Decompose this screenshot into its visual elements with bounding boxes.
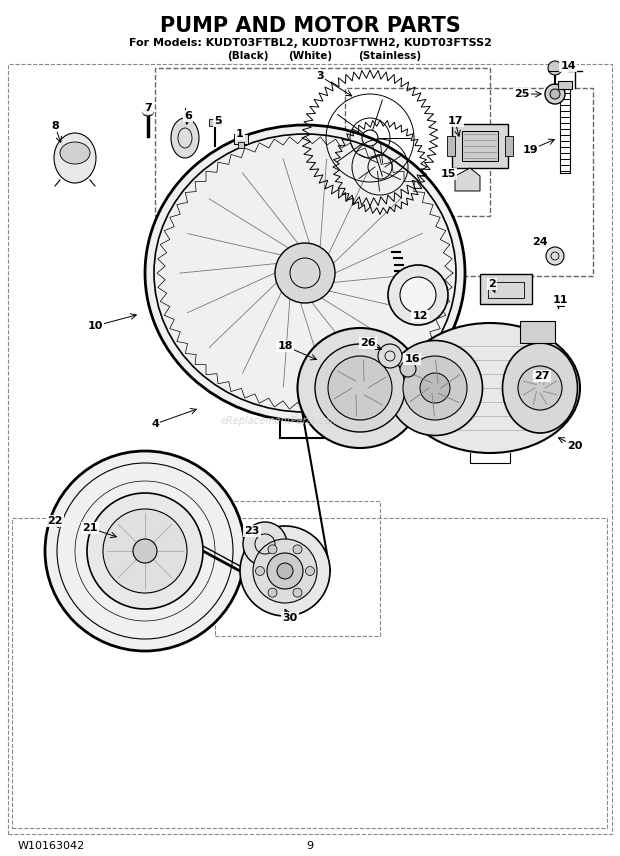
Text: 30: 30 (282, 613, 298, 623)
Text: 4: 4 (151, 419, 159, 429)
Text: 26: 26 (360, 338, 376, 348)
Circle shape (267, 553, 303, 589)
Circle shape (388, 265, 448, 325)
Circle shape (45, 451, 245, 651)
Ellipse shape (502, 343, 577, 433)
Circle shape (306, 567, 314, 575)
Bar (520, 321, 555, 343)
Circle shape (328, 356, 392, 420)
Circle shape (255, 567, 265, 575)
Text: (Black): (Black) (228, 51, 268, 61)
Text: 1: 1 (236, 129, 244, 139)
Bar (558, 81, 572, 89)
Circle shape (293, 588, 302, 597)
Text: 3: 3 (316, 71, 324, 81)
Circle shape (240, 526, 330, 616)
Text: 6: 6 (184, 111, 192, 121)
Ellipse shape (171, 118, 199, 158)
Text: 23: 23 (244, 526, 260, 536)
Bar (462, 131, 498, 161)
Circle shape (420, 373, 450, 403)
Circle shape (293, 545, 302, 554)
Text: 10: 10 (87, 321, 103, 331)
Circle shape (518, 366, 562, 410)
Ellipse shape (298, 328, 422, 448)
Ellipse shape (388, 341, 482, 436)
Circle shape (403, 356, 467, 420)
Circle shape (550, 89, 560, 99)
Circle shape (243, 522, 287, 566)
Text: (White): (White) (288, 51, 332, 61)
Text: 9: 9 (306, 841, 314, 851)
Ellipse shape (60, 142, 90, 164)
Text: 14: 14 (560, 61, 576, 71)
Bar (209, 119, 221, 126)
Circle shape (275, 243, 335, 303)
Text: 7: 7 (144, 103, 152, 113)
Text: PUMP AND MOTOR PARTS: PUMP AND MOTOR PARTS (159, 16, 461, 36)
Bar (238, 142, 244, 148)
Bar (215, 501, 380, 636)
Bar (480, 274, 532, 304)
Text: 18: 18 (277, 341, 293, 351)
Text: 17: 17 (447, 116, 463, 126)
Bar (345, 88, 593, 276)
Text: 15: 15 (440, 169, 456, 179)
Text: 2: 2 (488, 279, 496, 289)
Bar (452, 124, 508, 168)
Circle shape (268, 588, 277, 597)
Ellipse shape (143, 110, 153, 116)
Text: 21: 21 (82, 523, 98, 533)
Circle shape (253, 539, 317, 603)
Circle shape (400, 277, 436, 313)
Text: For Models: KUDT03FTBL2, KUDT03FTWH2, KUDT03FTSS2: For Models: KUDT03FTBL2, KUDT03FTWH2, KU… (128, 38, 492, 48)
Bar (12, 518, 607, 828)
Text: 19: 19 (522, 145, 538, 155)
Text: (Stainless): (Stainless) (358, 51, 422, 61)
Text: 16: 16 (404, 354, 420, 364)
Circle shape (400, 361, 416, 377)
Ellipse shape (315, 344, 405, 432)
Text: 12: 12 (412, 311, 428, 321)
Circle shape (277, 563, 293, 579)
Text: 24: 24 (532, 237, 548, 247)
Text: 25: 25 (515, 89, 529, 99)
Bar (505, 136, 513, 156)
Bar (8, 64, 612, 834)
Bar (488, 282, 524, 298)
Text: 8: 8 (51, 121, 59, 131)
Circle shape (268, 545, 277, 554)
Circle shape (378, 344, 402, 368)
Text: 5: 5 (214, 116, 222, 126)
Circle shape (545, 84, 565, 104)
Text: 22: 22 (47, 516, 63, 526)
Text: W10163042: W10163042 (18, 841, 86, 851)
Bar (234, 134, 248, 144)
Text: 20: 20 (567, 441, 583, 451)
Text: 11: 11 (552, 295, 568, 305)
Bar (155, 68, 490, 216)
Circle shape (548, 61, 562, 75)
Bar (447, 136, 455, 156)
Circle shape (546, 247, 564, 265)
Ellipse shape (400, 323, 580, 453)
Circle shape (103, 509, 187, 593)
Polygon shape (455, 168, 480, 191)
Text: eReplacementParts.com: eReplacementParts.com (220, 416, 340, 426)
Circle shape (87, 493, 203, 609)
Text: 27: 27 (534, 371, 550, 381)
Circle shape (133, 539, 157, 563)
Ellipse shape (54, 133, 96, 183)
Ellipse shape (145, 125, 465, 421)
